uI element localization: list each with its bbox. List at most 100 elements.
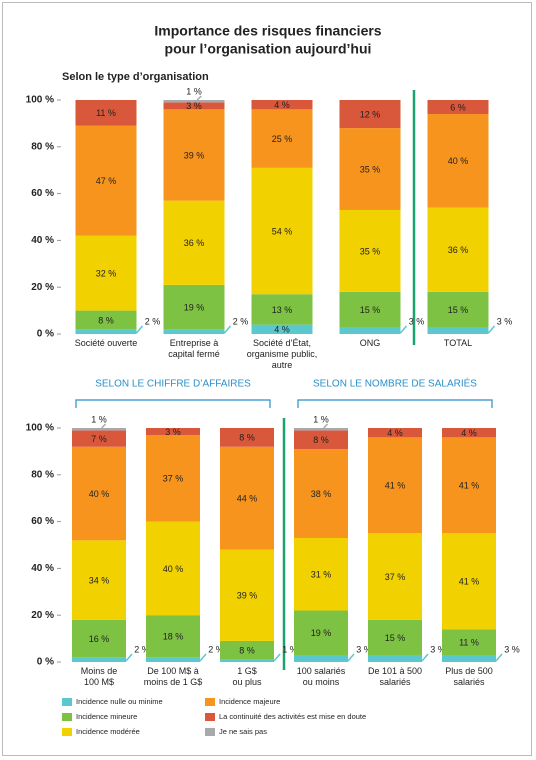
legend-swatch	[62, 728, 72, 736]
value-label: 38 %	[311, 489, 332, 499]
y-tick-label: 40 %	[31, 235, 54, 246]
value-label: 3 %	[186, 101, 202, 111]
x-tick-label: ONG	[359, 338, 381, 348]
y-tick-label: 0 %	[37, 657, 54, 668]
bar-segment	[72, 430, 126, 447]
bar-segment	[163, 102, 225, 110]
bar-segment	[146, 657, 200, 662]
bar-segment	[442, 428, 496, 438]
value-label: 6 %	[450, 102, 466, 112]
bar-segment	[442, 533, 496, 630]
value-label: 36 %	[448, 245, 469, 255]
bar-stack	[251, 100, 313, 334]
bar-segment	[72, 446, 126, 541]
bar-segment	[427, 114, 489, 208]
legend-label: Incidence modérée	[76, 727, 140, 736]
value-label: 40 %	[89, 489, 110, 499]
value-label: 19 %	[184, 302, 205, 312]
x-tick-label: De 100 M$ à moins de 1 G$	[143, 666, 203, 687]
value-label: 35 %	[360, 246, 381, 256]
value-label: 1 %	[313, 414, 329, 424]
value-label: 7 %	[91, 434, 107, 444]
value-label: 3 %	[504, 644, 520, 654]
value-label: 36 %	[184, 238, 205, 248]
y-tick-label: 80 %	[31, 141, 54, 152]
title-line: Importance des risques financiers	[154, 23, 381, 39]
bar-segment	[220, 549, 274, 641]
leader	[421, 653, 429, 662]
value-label: 8 %	[239, 646, 255, 656]
value-label: 3 %	[430, 644, 446, 654]
value-label: 3 %	[409, 316, 425, 326]
leader	[196, 95, 202, 101]
bar-segment	[339, 209, 401, 292]
legend-label: Incidence mineure	[76, 712, 137, 721]
value-label: 41 %	[385, 481, 406, 491]
value-label: 4 %	[387, 428, 403, 438]
group-bracket	[297, 399, 493, 408]
value-label: 2 %	[134, 644, 150, 654]
value-label: 16 %	[89, 634, 110, 644]
bar-segment	[294, 610, 348, 655]
bar-segment	[339, 100, 401, 129]
value-label: 15 %	[448, 305, 469, 315]
y-tick-label: 20 %	[31, 610, 54, 621]
value-label: 25 %	[272, 134, 293, 144]
value-label: 31 %	[311, 570, 332, 580]
bar-segment	[339, 291, 401, 327]
x-tick-label: 1 G$ ou plus	[232, 666, 262, 687]
value-label: 19 %	[311, 628, 332, 638]
bar-segment	[75, 310, 137, 330]
value-label: 1 %	[91, 414, 107, 424]
bar-segment	[294, 449, 348, 538]
value-label: 37 %	[163, 474, 184, 484]
bar-segment	[427, 291, 489, 327]
bar-segment	[294, 654, 348, 662]
bar-segment	[442, 437, 496, 534]
bar-segment	[163, 329, 225, 334]
bar-segment	[442, 654, 496, 662]
bar-segment	[146, 435, 200, 522]
bar-segment	[75, 235, 137, 311]
value-label: 4 %	[461, 428, 477, 438]
bar-segment	[163, 284, 225, 330]
value-label: 35 %	[360, 164, 381, 174]
leader	[223, 325, 232, 334]
bar-segment	[220, 659, 274, 662]
bar-segment	[368, 654, 422, 662]
subtitle: Selon le type d’organisation	[62, 71, 209, 83]
bar-segment	[339, 128, 401, 210]
value-label: 37 %	[385, 572, 406, 582]
bar-stack	[339, 100, 401, 334]
leader	[495, 653, 503, 662]
legend-swatch	[62, 698, 72, 706]
bar-segment	[251, 100, 313, 110]
x-tick-label: TOTAL	[443, 338, 473, 348]
group-bracket	[75, 399, 271, 408]
value-label: 40 %	[163, 564, 184, 574]
bar-segment	[163, 100, 225, 103]
bar-segment	[163, 200, 225, 285]
leader	[487, 325, 496, 334]
bar-segment	[146, 428, 200, 436]
x-tick-label: 100 salariés ou moins	[296, 666, 346, 687]
value-label: 15 %	[385, 633, 406, 643]
value-label: 2 %	[233, 316, 249, 326]
bar-segment	[72, 657, 126, 662]
leader	[101, 423, 107, 429]
y-tick-label: 60 %	[31, 516, 54, 527]
bar-segment	[368, 533, 422, 620]
legend-swatch	[205, 713, 215, 721]
y-tick-label: 60 %	[31, 188, 54, 199]
value-label: 4 %	[274, 100, 290, 110]
leader	[125, 653, 133, 662]
x-tick-label: De 101 à 500 salariés	[367, 666, 423, 687]
bar-segment	[294, 430, 348, 450]
bar-segment	[146, 521, 200, 616]
value-label: 8 %	[98, 315, 114, 325]
x-tick-label: Société d’État, organisme public, autre	[246, 338, 318, 370]
bar-segment	[368, 437, 422, 534]
value-label: 47 %	[96, 176, 117, 186]
bar-stack	[72, 428, 126, 662]
